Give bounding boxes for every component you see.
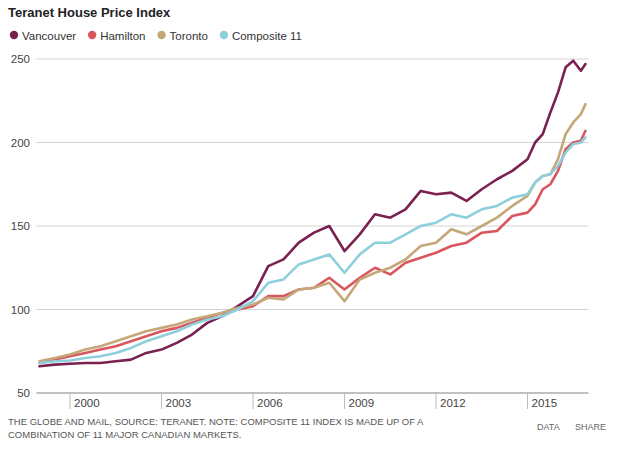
legend-label: Composite 11 (232, 30, 302, 42)
legend-swatch (157, 31, 165, 39)
title: Teranet House Price Index (8, 5, 171, 20)
y-axis: 50 100 150 200 250 (11, 53, 589, 399)
grid-line (36, 226, 588, 227)
x-tick-label: 2015 (532, 397, 558, 409)
y-tick-label: 150 (11, 220, 30, 232)
grid-line (36, 142, 588, 143)
line-series (40, 104, 586, 361)
x-axis: 2000 2003 2006 2009 2012 2015 (36, 393, 588, 409)
line-series (40, 61, 586, 367)
grid-line (36, 393, 588, 394)
line-series (40, 137, 586, 362)
grid-line (36, 309, 588, 310)
y-tick-label: 50 (17, 387, 30, 399)
x-tick-label: 2000 (74, 397, 100, 409)
line-series (40, 131, 586, 363)
x-tick (161, 393, 162, 409)
x-tick (344, 393, 345, 409)
link[interactable]: SHARE (575, 422, 606, 432)
y-tick-label: 250 (11, 53, 30, 65)
series-lines (40, 61, 586, 367)
x-tick (253, 393, 254, 409)
legend: Vancouver Hamilton Toronto Composite 11 (10, 30, 302, 42)
x-tick-label: 2012 (440, 397, 466, 409)
source-note: COMBINATION OF 11 MAJOR CANADIAN MARKETS… (8, 429, 241, 440)
link[interactable]: DATA (537, 422, 560, 432)
legend-swatch (88, 31, 96, 39)
source-note: THE GLOBE AND MAIL, SOURCE: TERANET. NOT… (8, 416, 424, 427)
x-tick-label: 2006 (257, 397, 283, 409)
x-tick-label: 2009 (349, 397, 375, 409)
legend-swatch (10, 31, 18, 39)
x-tick (436, 393, 437, 409)
x-axis-line (36, 393, 588, 394)
x-tick (527, 393, 528, 409)
x-tick (70, 393, 71, 409)
legend-swatch (220, 31, 228, 39)
y-tick-label: 100 (11, 304, 30, 316)
x-tick-label: 2003 (166, 397, 192, 409)
legend-label: Hamilton (100, 30, 145, 42)
y-tick-label: 200 (11, 137, 30, 149)
legend-label: Vancouver (22, 30, 76, 42)
legend-label: Toronto (170, 30, 208, 42)
chart: Teranet House Price Index Vancouver Hamilt… (0, 0, 622, 450)
grid-line (36, 59, 588, 60)
